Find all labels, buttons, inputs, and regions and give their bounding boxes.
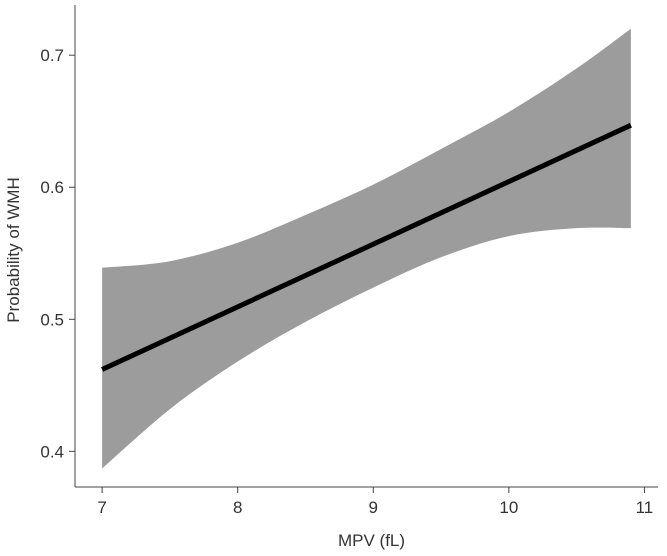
y-tick-label: 0.4 (40, 442, 64, 461)
y-tick-label: 0.7 (40, 46, 64, 65)
x-tick-label: 8 (233, 498, 242, 517)
x-tick-label: 7 (97, 498, 106, 517)
y-axis-title: Probability of WMH (4, 177, 23, 322)
x-tick-label: 9 (369, 498, 378, 517)
y-tick-label: 0.6 (40, 178, 64, 197)
x-axis-title: MPV (fL) (338, 531, 405, 550)
x-ticks: 7 8 9 10 11 (97, 487, 653, 517)
y-tick-label: 0.5 (40, 310, 64, 329)
x-tick-label: 11 (636, 498, 654, 517)
plot-area (101, 28, 632, 469)
y-ticks: 0.4 0.5 0.6 0.7 (40, 46, 75, 461)
x-tick-label: 10 (499, 498, 518, 517)
fitted-line (101, 122, 632, 372)
